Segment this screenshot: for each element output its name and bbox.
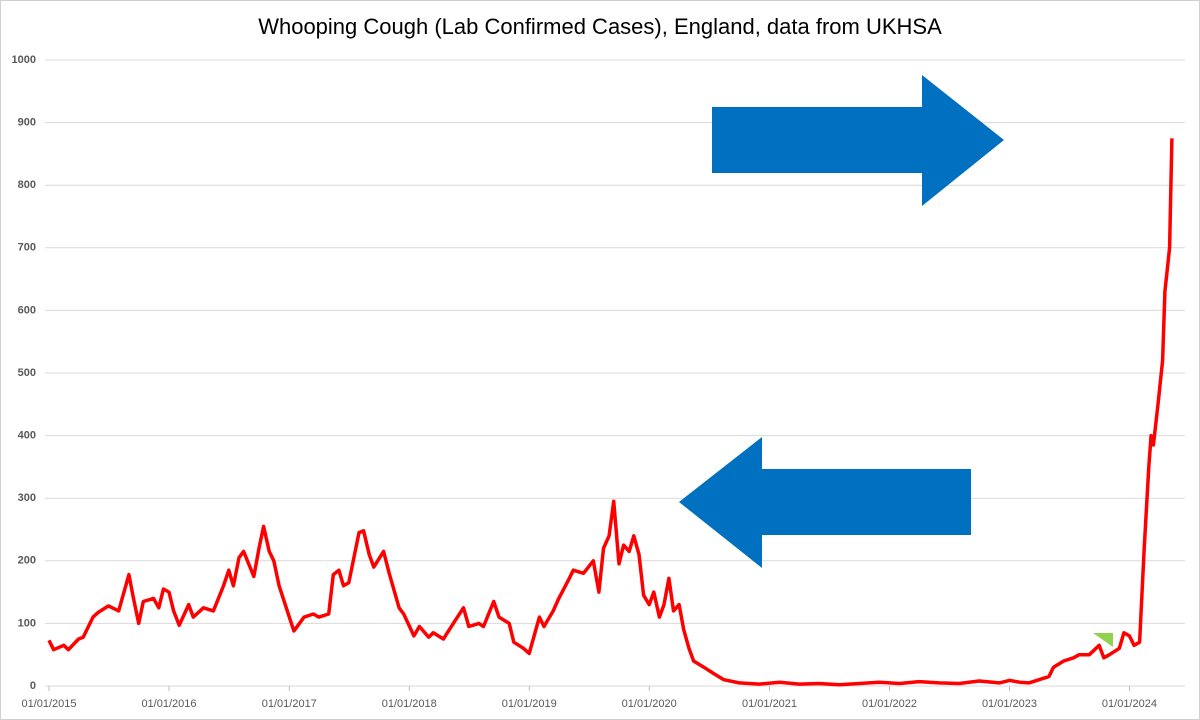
y-tick-label: 300 bbox=[18, 492, 36, 504]
x-tick-label: 01/01/2017 bbox=[262, 698, 317, 710]
left-arrow bbox=[679, 437, 971, 568]
x-tick-label: 01/01/2019 bbox=[502, 698, 557, 710]
y-tick-label: 1000 bbox=[12, 54, 36, 66]
plot bbox=[47, 138, 1174, 687]
grid: 0 100 200 300 400 500 600 700 800 900 1000 01/01/20… bbox=[12, 54, 1185, 710]
right-arrow bbox=[712, 75, 1004, 206]
y-tick-label: 900 bbox=[18, 117, 36, 129]
y-tick-label: 100 bbox=[18, 617, 36, 629]
y-tick-label: 800 bbox=[18, 179, 36, 191]
y-tick-label: 0 bbox=[30, 680, 36, 692]
x-tick-label: 01/01/2021 bbox=[742, 698, 797, 710]
x-tick-label: 01/01/2016 bbox=[141, 698, 196, 710]
data-line bbox=[47, 138, 1174, 687]
x-tick-label: 01/01/2015 bbox=[21, 698, 76, 710]
x-tick-label: 01/01/2022 bbox=[862, 698, 917, 710]
y-tick-label: 500 bbox=[18, 367, 36, 379]
y-tick-label: 600 bbox=[18, 304, 36, 316]
y-tick-label: 400 bbox=[18, 430, 36, 442]
x-tick-label: 01/01/2024 bbox=[1102, 698, 1157, 710]
chart-title: Whooping Cough (Lab Confirmed Cases), En… bbox=[258, 14, 942, 39]
y-tick-label: 200 bbox=[18, 555, 36, 567]
x-tick-label: 01/01/2020 bbox=[622, 698, 677, 710]
x-tick-label: 01/01/2023 bbox=[982, 698, 1037, 710]
green-marker bbox=[1093, 633, 1113, 647]
y-tick-label: 700 bbox=[18, 242, 36, 254]
x-tick-label: 01/01/2018 bbox=[382, 698, 437, 710]
